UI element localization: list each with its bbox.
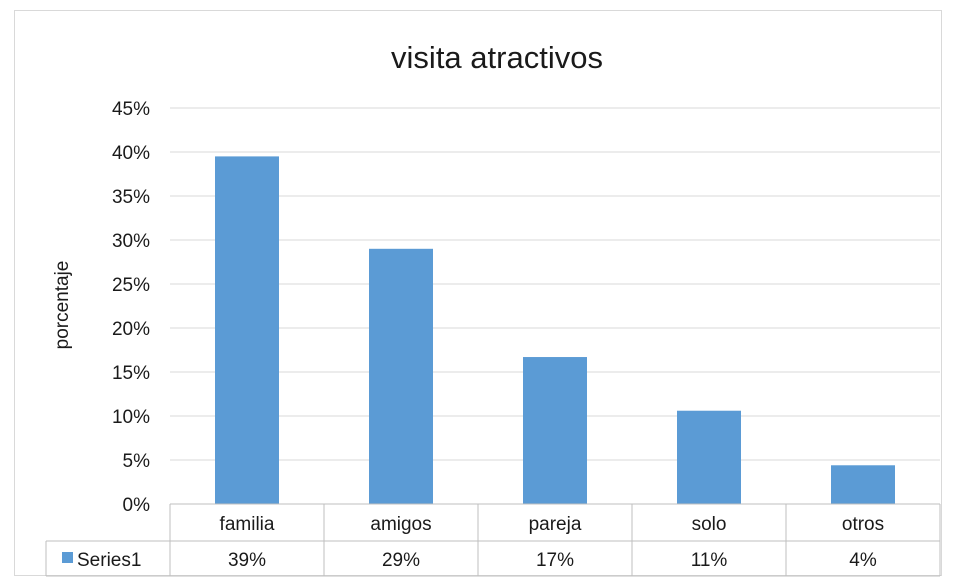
chart-title: visita atractivos bbox=[391, 40, 603, 75]
category-label: amigos bbox=[370, 514, 431, 535]
y-tick-label: 10% bbox=[112, 407, 150, 428]
y-tick-label: 15% bbox=[112, 363, 150, 384]
series-name: Series1 bbox=[77, 550, 141, 571]
bars bbox=[215, 156, 895, 504]
y-tick-label: 45% bbox=[112, 99, 150, 120]
gridlines bbox=[170, 107, 940, 461]
chart-frame bbox=[14, 10, 942, 576]
y-tick-label: 30% bbox=[112, 231, 150, 252]
y-tick-label: 40% bbox=[112, 143, 150, 164]
category-label: solo bbox=[692, 514, 727, 535]
data-label: 39% bbox=[228, 550, 266, 571]
bar bbox=[215, 156, 279, 504]
y-tick-label: 0% bbox=[123, 495, 151, 516]
data-label: 17% bbox=[536, 550, 574, 571]
y-tick-labels: 0% 5% 10% 15% 20% 25% 30% 35% 40% 45% bbox=[112, 99, 150, 516]
bar bbox=[677, 410, 741, 504]
category-label: familia bbox=[220, 514, 275, 535]
bar bbox=[831, 465, 895, 504]
bar bbox=[369, 248, 433, 504]
data-label: 4% bbox=[849, 550, 877, 571]
y-tick-label: 5% bbox=[123, 451, 151, 472]
y-tick-label: 25% bbox=[112, 275, 150, 296]
legend-swatch bbox=[62, 552, 73, 563]
data-label: 11% bbox=[691, 550, 728, 571]
y-tick-label: 20% bbox=[112, 319, 150, 340]
category-label: otros bbox=[842, 514, 884, 535]
data-table: familia amigos pareja solo otros Series1 39% 29… bbox=[45, 503, 941, 577]
bar bbox=[523, 357, 587, 504]
y-axis-label: porcentaje bbox=[52, 261, 73, 350]
data-label: 29% bbox=[382, 550, 420, 571]
y-tick-label: 35% bbox=[112, 187, 150, 208]
category-label: pareja bbox=[529, 514, 582, 535]
